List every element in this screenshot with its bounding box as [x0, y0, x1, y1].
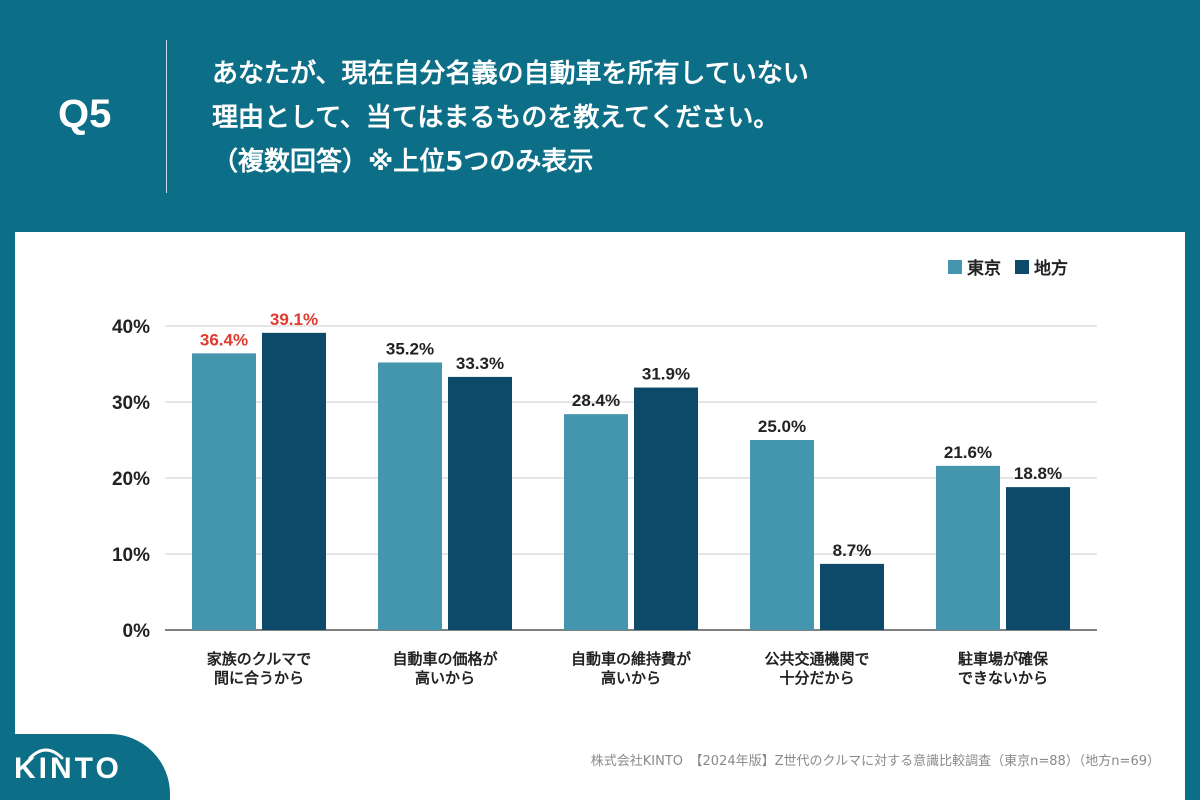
- category-label: 高いから: [601, 669, 661, 687]
- legend-label-tokyo: 東京: [967, 259, 1001, 279]
- data-label: 25.0%: [758, 417, 806, 436]
- legend-item-tokyo: 東京: [948, 254, 1001, 279]
- category-label: 自動車の維持費が: [571, 650, 692, 668]
- header-divider: [166, 40, 167, 193]
- data-label: 36.4%: [200, 330, 248, 349]
- data-label: 33.3%: [456, 354, 504, 373]
- category-label: できないから: [958, 669, 1048, 687]
- data-label: 39.1%: [270, 310, 318, 329]
- data-label: 18.8%: [1014, 464, 1062, 483]
- bar-chiho: [820, 563, 884, 630]
- bar-tokyo: [750, 440, 814, 630]
- legend-label-chiho: 地方: [1034, 259, 1068, 279]
- bar-chiho: [634, 387, 698, 630]
- category-label: 十分だから: [779, 669, 854, 687]
- category-label: 自動車の価格が: [392, 650, 498, 668]
- bar-chiho: [1006, 487, 1070, 630]
- question-number: Q5: [58, 92, 112, 136]
- data-label: 31.9%: [642, 365, 690, 384]
- legend-item-chiho: 地方: [1015, 254, 1068, 279]
- category-label: 公共交通機関で: [764, 650, 869, 668]
- y-tick-label: 40%: [112, 317, 150, 338]
- data-label: 8.7%: [833, 541, 872, 560]
- logo-badge: [0, 734, 170, 800]
- data-label: 28.4%: [572, 391, 620, 410]
- source-note: 株式会社KINTO 【2024年版】Z世代のクルマに対する意識比較調査（東京n=…: [590, 754, 1160, 769]
- kinto-logo: KINTO: [14, 752, 122, 785]
- logo-arc-icon: [28, 748, 64, 760]
- question-line-3: （複数回答）※上位5つのみ表示: [212, 147, 594, 177]
- data-label: 35.2%: [386, 339, 434, 358]
- legend-swatch-chiho: [1015, 259, 1029, 274]
- data-label: 21.6%: [944, 443, 992, 462]
- question-line-2: 理由として、当てはまるものを教えてください。: [212, 103, 780, 133]
- bar-tokyo: [936, 465, 1000, 630]
- bar-tokyo: [192, 353, 256, 630]
- bar-tokyo: [564, 414, 628, 630]
- bar-tokyo: [378, 362, 442, 630]
- y-tick-label: 0%: [123, 621, 151, 642]
- chart-legend: 東京 地方: [948, 254, 1068, 279]
- bar-chiho: [448, 376, 512, 630]
- question-line-1: あなたが、現在自分名義の自動車を所有していない: [212, 59, 809, 89]
- category-label: 高いから: [415, 669, 475, 687]
- bar-chiho: [262, 332, 326, 630]
- y-tick-label: 10%: [112, 545, 150, 566]
- category-label: 家族のクルマで: [207, 650, 312, 668]
- category-label: 駐車場が確保: [958, 650, 1049, 668]
- y-tick-label: 20%: [112, 469, 150, 490]
- legend-swatch-tokyo: [948, 259, 962, 274]
- y-tick-label: 30%: [112, 393, 150, 414]
- question-text: あなたが、現在自分名義の自動車を所有していない 理由として、当てはまるものを教え…: [212, 52, 809, 184]
- category-label: 間に合うから: [214, 669, 304, 687]
